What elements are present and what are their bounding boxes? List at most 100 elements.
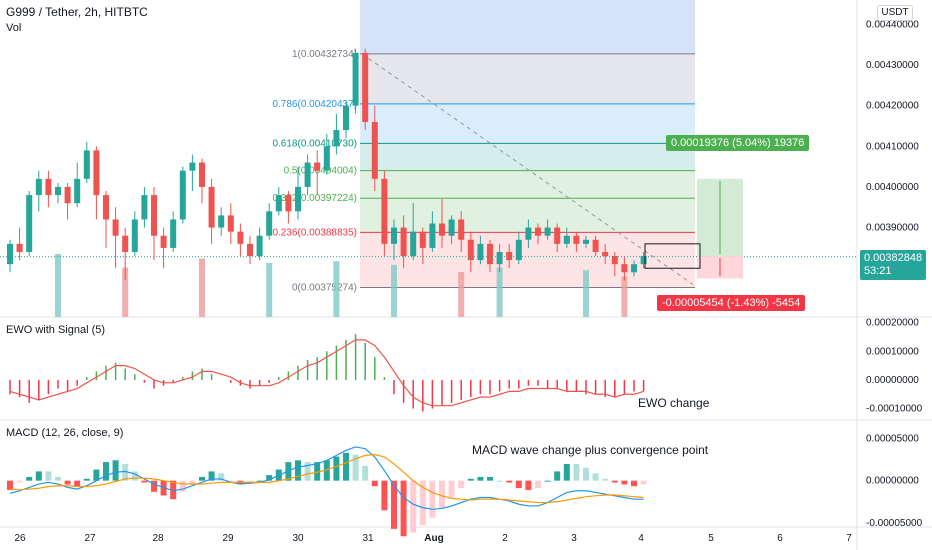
volume-bar <box>621 276 628 317</box>
candle-body <box>112 219 119 236</box>
time-tick-label: 30 <box>292 533 304 544</box>
macd-annotation: MACD wave change plus convergence point <box>472 443 709 457</box>
last-price-tag: 0.00382848 53:21 <box>860 250 927 280</box>
ewo-title: EWO with Signal (5) <box>6 324 106 336</box>
candle-body <box>439 223 445 236</box>
volume-label: Vol <box>6 22 22 34</box>
fib-trend-line <box>361 53 694 285</box>
currency-badge[interactable]: USDT <box>877 5 913 21</box>
macd-histogram-bar <box>45 471 52 481</box>
candle-body <box>160 235 167 248</box>
volume-bar <box>458 272 465 317</box>
macd-histogram-bar <box>103 462 109 481</box>
candle-body <box>131 219 138 252</box>
candle-body <box>477 243 484 261</box>
macd-histogram-bar <box>266 475 273 481</box>
candle-body <box>448 219 455 236</box>
macd-histogram-bar <box>506 480 513 483</box>
macd-histogram-bar <box>208 471 215 481</box>
time-tick-label: 4 <box>638 533 644 544</box>
countdown-value: 53:21 <box>864 265 892 277</box>
macd-histogram-bar <box>631 480 637 487</box>
candle-body <box>640 256 647 265</box>
macd-histogram-bar <box>563 463 570 481</box>
macd-histogram-bar <box>295 460 301 481</box>
candle-body <box>26 195 33 252</box>
candle-body <box>391 227 397 244</box>
macd-histogram-bar <box>371 480 378 487</box>
macd-histogram-bar <box>554 471 561 481</box>
candle-body <box>506 251 513 261</box>
candle-body <box>592 239 599 252</box>
fib-zone-extension <box>360 0 695 54</box>
fib-zone <box>360 170 695 199</box>
time-tick-label: 6 <box>777 533 783 544</box>
time-tick-label: Aug <box>424 533 443 544</box>
candle-body <box>400 227 407 257</box>
fib-level-label: 0.382(0.00397224) <box>272 193 357 204</box>
macd-histogram-bar <box>343 452 349 481</box>
fib-zone <box>360 103 695 144</box>
candle-body <box>285 195 292 212</box>
candle-body <box>487 243 493 265</box>
ewo-tick-label: 0.00000000 <box>866 375 919 386</box>
candle-body <box>45 178 52 196</box>
candle-body <box>554 227 561 244</box>
macd-histogram-bar <box>189 480 196 485</box>
price-tick-label: 0.00400000 <box>866 182 919 193</box>
macd-histogram-bar <box>640 480 647 485</box>
candle-body <box>74 178 81 204</box>
macd-histogram-bar <box>247 480 253 483</box>
macd-histogram-bar <box>314 462 321 481</box>
time-tick-label: 5 <box>708 533 714 544</box>
candle-body <box>64 186 71 204</box>
macd-histogram-bar <box>391 480 397 529</box>
time-tick-label: 7 <box>846 533 852 544</box>
long-position-label: 0.00019376 (5.04%) 19376 <box>666 135 810 151</box>
ewo-tick-label: 0.00010000 <box>866 346 919 357</box>
macd-tick-label: -0.00005000 <box>866 518 923 529</box>
price-tick-label: 0.00390000 <box>866 223 919 234</box>
macd-histogram-bar <box>429 480 436 518</box>
macd-histogram-bar <box>35 471 42 481</box>
volume-bar <box>122 267 129 317</box>
ewo-annotation: EWO change <box>638 396 710 410</box>
fib-level-label: 0.5(0.00404004) <box>284 166 357 177</box>
fib-level-label: 0.236(0.00388835) <box>272 227 357 238</box>
macd-tick-label: 0.00005000 <box>866 434 919 445</box>
candle-body <box>256 235 263 257</box>
candle-body <box>122 235 129 252</box>
time-tick-label: 29 <box>222 533 234 544</box>
candle-body <box>55 186 61 196</box>
macd-histogram-bar <box>419 480 426 526</box>
volume-bar <box>391 264 397 317</box>
macd-histogram-bar <box>362 465 369 481</box>
macd-histogram-bar <box>218 473 225 481</box>
macd-signal-line <box>9 453 644 504</box>
selection-box <box>644 243 701 269</box>
macd-histogram-bar <box>352 454 359 481</box>
macd-histogram-bar <box>141 480 148 483</box>
macd-histogram-bar <box>170 480 177 500</box>
candle-body <box>266 211 273 236</box>
candle-body <box>343 105 349 131</box>
symbol-title: G999 / Tether, 2h, HITBTC <box>6 5 148 19</box>
macd-histogram-bar <box>592 473 599 481</box>
candle-body <box>314 162 321 171</box>
candle-body <box>583 239 589 244</box>
candle-body <box>218 215 225 228</box>
macd-histogram-bar <box>112 460 119 481</box>
macd-histogram-bar <box>304 462 311 481</box>
candle-body <box>237 231 244 244</box>
macd-histogram-bar <box>55 476 61 481</box>
price-tick-label: 0.00440000 <box>866 19 919 30</box>
volume-bar <box>496 267 503 317</box>
candle-body <box>199 162 205 187</box>
candle-body <box>419 231 426 248</box>
candle-body <box>621 264 628 273</box>
fib-zone <box>360 53 695 104</box>
macd-histogram-bar <box>131 471 138 481</box>
candle-body <box>323 146 330 171</box>
